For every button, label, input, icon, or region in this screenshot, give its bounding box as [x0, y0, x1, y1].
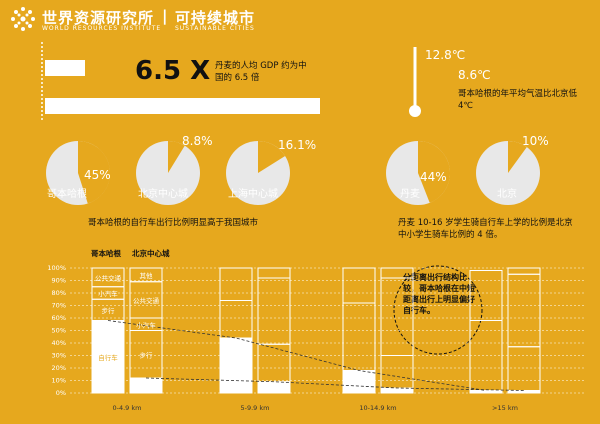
- bar-segment: [380, 387, 414, 394]
- bar-segment: [257, 381, 291, 394]
- bar-segment: [219, 300, 253, 339]
- trend-line-copenhagen: [107, 320, 487, 391]
- pie-beijing-center-label: 北京中心城: [138, 189, 188, 200]
- bar-segment: [507, 346, 541, 391]
- pie-copenhagen: [46, 140, 111, 205]
- pie-shanghai-center-label: 上海中心城: [228, 189, 278, 200]
- bar-segment: [380, 355, 414, 389]
- pie-denmark-pct: 44%: [420, 170, 447, 184]
- pie-beijing-label: 北京: [497, 189, 517, 200]
- y-tick-label: 0%: [56, 389, 66, 397]
- pie-caption-left: 哥本哈根的自行车出行比例明显高于我国城市: [88, 218, 259, 228]
- bar-segment: [342, 370, 376, 394]
- bar-segment: [469, 270, 503, 321]
- pie-shanghai-center-pct: 16.1%: [278, 138, 317, 152]
- x-category-label: >15 km: [492, 404, 518, 412]
- bar-segment: [257, 343, 291, 383]
- gdp-bar-denmark: [45, 98, 320, 114]
- gdp-caption: 丹麦的人均 GDP 约为中国的 6.5 倍: [215, 61, 307, 83]
- segment-label-beijing: 小汽车: [136, 320, 156, 329]
- segment-label-copenhagen: 公共交通: [95, 273, 122, 282]
- thermometer-icon: [409, 47, 421, 117]
- org-name-en: WORLD RESOURCES INSTITUTE: [42, 25, 162, 32]
- pie-caption-right: 丹麦 10-16 岁学生骑自行车上学的比例是北京中小学生骑车比例的 4 倍。: [398, 218, 573, 240]
- callout-text: 分距离出行结构比较，哥本哈根在中短距离出行上明显偏好自行车。: [403, 273, 475, 315]
- bar-segment: [507, 273, 541, 348]
- pie-beijing: [476, 141, 540, 205]
- y-tick-label: 60%: [52, 314, 66, 322]
- segment-label-copenhagen: 小汽车: [98, 289, 118, 298]
- bar-segment: [507, 267, 541, 275]
- bar-segment: [91, 320, 125, 394]
- pie-denmark: [386, 140, 451, 205]
- bar-segment: [257, 267, 291, 279]
- header-separator: |: [162, 7, 169, 25]
- segment-label-beijing: 步行: [140, 350, 154, 359]
- gdp-multiplier: 6.5 X: [135, 56, 211, 86]
- y-tick-label: 20%: [52, 364, 66, 372]
- legend-copenhagen: 哥本哈根: [91, 249, 121, 258]
- y-tick-label: 40%: [52, 339, 66, 347]
- segment-label-beijing: 公共交通: [133, 296, 160, 305]
- bar-segment: [219, 267, 253, 301]
- pie-denmark-label: 丹麦: [400, 189, 420, 200]
- x-category-label: 10-14.9 km: [359, 404, 396, 412]
- bar-segment: [380, 277, 414, 356]
- pie-copenhagen-pct: 45%: [84, 168, 111, 182]
- y-tick-label: 50%: [52, 327, 66, 335]
- callout-circle: [393, 265, 483, 355]
- bar-segment: [129, 267, 163, 283]
- gdp-bar-china: [45, 60, 85, 76]
- trend-line-beijing: [145, 377, 525, 391]
- bar-segment: [219, 337, 253, 394]
- x-category-label: 5-9.9 km: [241, 404, 270, 412]
- bar-segment: [91, 267, 125, 288]
- bar-segment: [257, 277, 291, 345]
- pie-beijing-pct: 10%: [522, 134, 549, 148]
- pie-copenhagen-label: 哥本哈根: [47, 189, 87, 200]
- wri-logo-icon: [11, 7, 35, 31]
- program-name-cn: 可持续城市: [175, 9, 256, 27]
- temp-beijing: 12.8℃: [425, 48, 466, 62]
- legend-beijing: 北京中心城: [132, 249, 170, 258]
- gdp-dotted-divider: [41, 42, 43, 120]
- temp-copenhagen: 8.6℃: [458, 68, 491, 82]
- bar-segment: [380, 267, 414, 279]
- segment-label-copenhagen: 步行: [102, 306, 116, 315]
- org-name-cn: 世界资源研究所: [42, 9, 155, 27]
- pie-shanghai-center: [226, 141, 290, 205]
- pie-beijing-center: [136, 141, 200, 205]
- program-name-en: SUSTAINABLE CITIES: [175, 25, 255, 32]
- x-category-label: 0-4.9 km: [113, 404, 142, 412]
- bar-segment: [342, 267, 376, 304]
- y-tick-label: 90%: [52, 277, 66, 285]
- temperature-caption: 哥本哈根的年平均气温比北京低 4℃: [458, 89, 578, 111]
- bar-segment: [342, 302, 376, 371]
- segment-label-beijing: 其他: [140, 271, 154, 280]
- mode-share-chart: 0% 10% 20% 30% 40% 50% 60% 70% 80% 90% 100% 0-4.9 k…: [47, 264, 585, 412]
- y-tick-label: 100%: [47, 264, 66, 272]
- y-tick-label: 10%: [52, 377, 66, 385]
- y-tick-label: 80%: [52, 289, 66, 297]
- segment-label-beijing: 自行车: [136, 382, 156, 391]
- pie-beijing-center-pct: 8.8%: [182, 134, 213, 148]
- segment-label-copenhagen: 自行车: [98, 353, 118, 362]
- y-tick-label: 70%: [52, 302, 66, 310]
- y-tick-label: 30%: [52, 352, 66, 360]
